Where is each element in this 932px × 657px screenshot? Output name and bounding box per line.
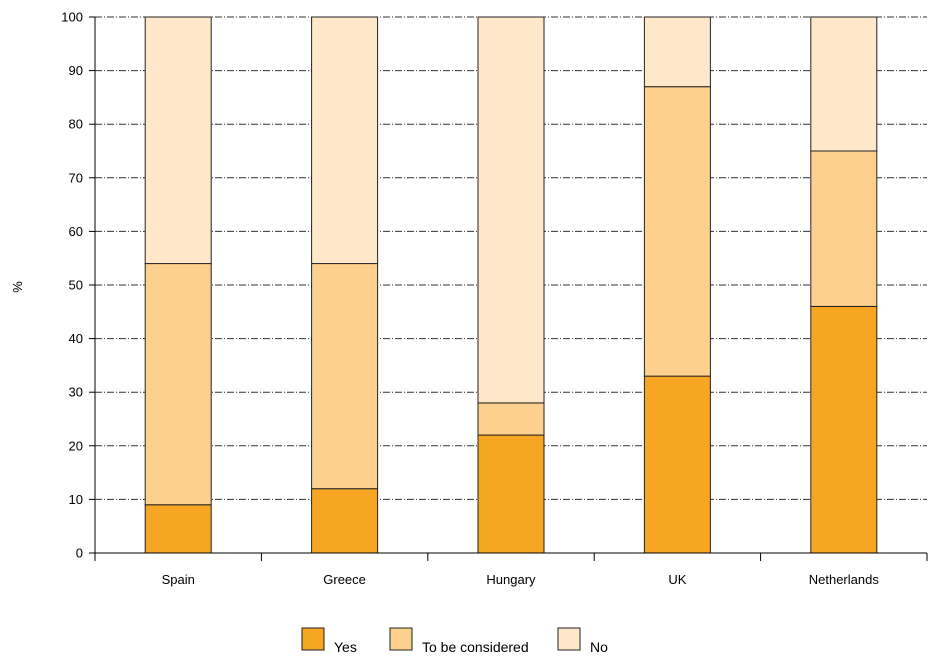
bar-segment-no-uk [643,16,711,88]
x-tick-label: Greece [323,572,366,587]
x-tick-label: Hungary [486,572,536,587]
y-tick-label: 60 [69,224,83,239]
y-tick-label: 10 [69,492,83,507]
axes [89,16,928,561]
bar-segment-yes-netherlands [810,305,878,554]
y-tick-label: 50 [69,278,83,293]
y-tick-label: 90 [69,63,83,78]
bar-segment-no-greece [311,16,379,265]
bars [144,16,878,554]
gridlines [95,16,927,500]
legend: Yes To be considered No [301,627,608,655]
y-tick-label: 100 [61,10,83,25]
legend-label: No [590,639,608,655]
bar-segment-to-be-considered-netherlands [810,150,878,307]
bar-segment-yes-greece [311,488,379,554]
bar-segment-to-be-considered-greece [311,263,379,490]
x-tick-labels: Spain Greece Hungary UK Netherlands [162,572,880,587]
legend-label: To be considered [422,639,529,655]
bar-segment-to-be-considered-hungary [477,402,545,436]
y-tick-label: 80 [69,117,83,132]
y-axis-label: % [10,281,25,293]
y-tick-label: 20 [69,438,83,453]
y-tick-label: 0 [76,546,83,561]
bar-segment-to-be-considered-uk [643,86,711,377]
legend-swatch-no [557,627,581,651]
x-tick-label: UK [668,572,686,587]
bar-segment-no-spain [144,16,212,265]
bar-segment-to-be-considered-spain [144,263,212,506]
bar-segment-yes-hungary [477,434,545,554]
bar-segment-no-netherlands [810,16,878,152]
y-tick-label: 70 [69,170,83,185]
legend-swatch-yes [301,627,325,651]
bar-segment-yes-uk [643,375,711,554]
y-tick-label: 40 [69,331,83,346]
legend-label: Yes [334,639,357,655]
y-tick-labels: 0 10 20 30 40 50 60 70 80 90 100 [61,10,83,561]
bar-segment-yes-spain [144,504,212,554]
legend-swatch-to-be-considered [389,627,413,651]
y-tick-label: 30 [69,385,83,400]
x-tick-label: Spain [162,572,195,587]
x-tick-label: Netherlands [809,572,880,587]
bar-segment-no-hungary [477,16,545,404]
